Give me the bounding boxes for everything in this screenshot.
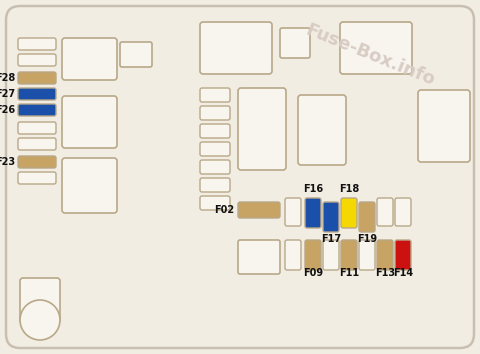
Text: F26: F26 xyxy=(0,105,15,115)
Text: F17: F17 xyxy=(321,234,341,244)
FancyBboxPatch shape xyxy=(62,38,117,80)
FancyBboxPatch shape xyxy=(238,202,280,218)
FancyBboxPatch shape xyxy=(305,198,321,228)
FancyBboxPatch shape xyxy=(305,240,321,270)
FancyBboxPatch shape xyxy=(18,88,56,100)
FancyBboxPatch shape xyxy=(200,106,230,120)
FancyBboxPatch shape xyxy=(18,156,56,168)
FancyBboxPatch shape xyxy=(285,240,301,270)
FancyBboxPatch shape xyxy=(200,196,230,210)
Text: F02: F02 xyxy=(214,205,234,215)
FancyBboxPatch shape xyxy=(200,88,230,102)
FancyBboxPatch shape xyxy=(341,240,357,270)
FancyBboxPatch shape xyxy=(285,198,301,226)
Text: F19: F19 xyxy=(357,234,377,244)
Text: F13: F13 xyxy=(375,268,395,278)
Text: F14: F14 xyxy=(393,268,413,278)
FancyBboxPatch shape xyxy=(340,22,412,74)
FancyBboxPatch shape xyxy=(18,122,56,134)
Text: F09: F09 xyxy=(303,268,323,278)
FancyBboxPatch shape xyxy=(18,38,56,50)
FancyBboxPatch shape xyxy=(395,198,411,226)
FancyBboxPatch shape xyxy=(6,6,474,348)
FancyBboxPatch shape xyxy=(323,240,339,270)
FancyBboxPatch shape xyxy=(341,198,357,228)
FancyBboxPatch shape xyxy=(18,72,56,84)
FancyBboxPatch shape xyxy=(18,172,56,184)
Text: F23: F23 xyxy=(0,157,15,167)
Text: F16: F16 xyxy=(303,184,323,194)
FancyBboxPatch shape xyxy=(62,158,117,213)
FancyBboxPatch shape xyxy=(18,138,56,150)
FancyBboxPatch shape xyxy=(238,240,280,274)
FancyBboxPatch shape xyxy=(280,28,310,58)
FancyBboxPatch shape xyxy=(20,278,60,323)
FancyBboxPatch shape xyxy=(359,202,375,232)
FancyBboxPatch shape xyxy=(418,90,470,162)
FancyBboxPatch shape xyxy=(323,202,339,232)
Text: Fuse-Box.info: Fuse-Box.info xyxy=(303,21,437,89)
FancyBboxPatch shape xyxy=(298,95,346,165)
FancyBboxPatch shape xyxy=(377,198,393,226)
FancyBboxPatch shape xyxy=(18,104,56,116)
Text: F11: F11 xyxy=(339,268,359,278)
FancyBboxPatch shape xyxy=(200,178,230,192)
Text: F18: F18 xyxy=(339,184,359,194)
FancyBboxPatch shape xyxy=(120,42,152,67)
Text: F28: F28 xyxy=(0,73,15,83)
FancyBboxPatch shape xyxy=(395,240,411,270)
FancyBboxPatch shape xyxy=(62,96,117,148)
FancyBboxPatch shape xyxy=(200,142,230,156)
FancyBboxPatch shape xyxy=(200,160,230,174)
FancyBboxPatch shape xyxy=(18,54,56,66)
Circle shape xyxy=(20,300,60,340)
Text: F27: F27 xyxy=(0,89,15,99)
FancyBboxPatch shape xyxy=(200,22,272,74)
FancyBboxPatch shape xyxy=(200,124,230,138)
FancyBboxPatch shape xyxy=(238,88,286,170)
FancyBboxPatch shape xyxy=(377,240,393,270)
FancyBboxPatch shape xyxy=(359,240,375,270)
